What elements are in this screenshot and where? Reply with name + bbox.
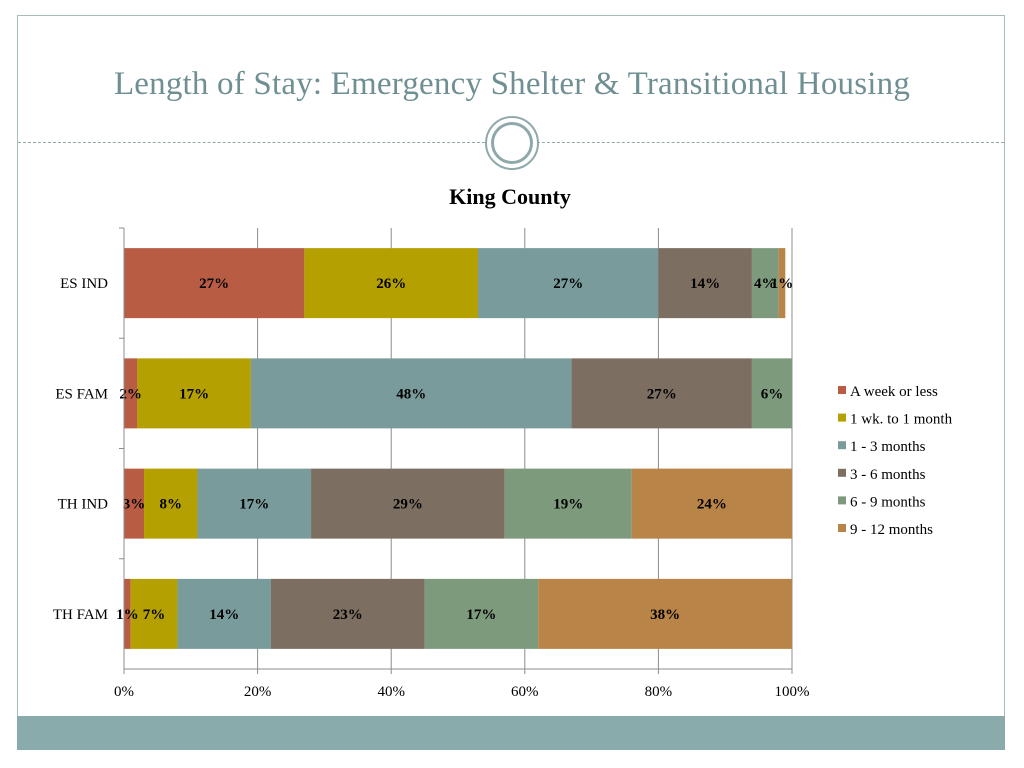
x-tick-label: 100% — [775, 684, 810, 700]
bar-segment — [124, 468, 145, 539]
legend-label: 1 - 3 months — [850, 439, 926, 455]
data-label: 14% — [690, 276, 720, 292]
divider-ring-inner — [491, 122, 533, 164]
slide-title: Length of Stay: Emergency Shelter & Tran… — [113, 66, 911, 102]
legend-label: 1 wk. to 1 month — [850, 412, 953, 428]
x-tick-label: 20% — [244, 684, 272, 700]
data-label: 23% — [333, 607, 363, 623]
data-label: 17% — [179, 386, 209, 402]
data-label: 29% — [393, 497, 423, 513]
bar-segment — [658, 248, 752, 319]
legend-label: 6 - 9 months — [850, 494, 926, 510]
data-label: 3% — [123, 497, 146, 513]
bar-segment — [137, 358, 251, 429]
bar-segment — [751, 248, 779, 319]
bar-segment — [124, 358, 138, 429]
data-label: 48% — [396, 386, 426, 402]
category-label: ES FAM — [55, 386, 108, 402]
data-label: 27% — [647, 386, 677, 402]
x-tick-label: 60% — [511, 684, 539, 700]
data-label: 17% — [239, 497, 269, 513]
data-label: 19% — [553, 497, 583, 513]
data-label: 6% — [761, 386, 784, 402]
bar-segment — [778, 248, 786, 319]
data-label: 27% — [199, 276, 229, 292]
bar-segment — [631, 468, 792, 539]
data-label: 38% — [650, 607, 680, 623]
bar-segment — [270, 578, 425, 649]
bar-segment — [124, 248, 305, 319]
bar-segment — [124, 578, 131, 649]
footer-band — [17, 716, 1005, 750]
x-tick-label: 0% — [114, 684, 134, 700]
legend-swatch — [838, 413, 846, 422]
bar-segment — [751, 358, 792, 429]
bar-segment — [571, 358, 752, 429]
legend-swatch — [838, 524, 846, 532]
bar-segment — [478, 248, 659, 319]
chart-title: King County — [449, 184, 571, 209]
category-label: ES IND — [60, 276, 108, 292]
bar-segment — [538, 578, 792, 649]
bar-segment — [197, 468, 312, 539]
legend: A week or less 1 wk. to 1 month 1 - 3 mont… — [838, 384, 953, 538]
bar-segment — [504, 468, 632, 539]
legend-swatch — [838, 441, 846, 450]
bars — [124, 248, 792, 649]
data-label: 14% — [209, 607, 239, 623]
bar-segment — [304, 248, 479, 319]
bar-segment — [177, 578, 271, 649]
data-label: 26% — [376, 276, 406, 292]
x-tick-label: 80% — [645, 684, 673, 700]
category-label: TH IND — [58, 497, 109, 513]
data-label: 1% — [116, 607, 139, 623]
category-label: TH FAM — [53, 607, 108, 623]
data-label: 17% — [466, 607, 496, 623]
bar-segment — [424, 578, 539, 649]
data-label: 24% — [697, 497, 727, 513]
legend-swatch — [838, 386, 846, 394]
x-tick-label: 40% — [377, 684, 405, 700]
legend-label: A week or less — [850, 384, 938, 400]
data-label: 7% — [143, 607, 166, 623]
bar-segment — [130, 578, 178, 649]
data-label: 27% — [553, 276, 583, 292]
axes: 0% 20% 40% 60% 80% 100% ES IND ES FAM TH IND TH F… — [53, 227, 810, 700]
legend-label: 3 - 6 months — [850, 467, 926, 483]
legend-label: 9 - 12 months — [850, 522, 933, 538]
bar-segment — [311, 468, 505, 539]
data-label: 2% — [119, 386, 142, 402]
legend-swatch — [838, 468, 846, 477]
data-labels: 27% 26% 27% 14% 4%1%2% 17% 48% 27% 6%3% 8% 17% 29% 1… — [116, 276, 793, 623]
data-label: 4% — [754, 276, 777, 292]
bar-segment — [250, 358, 572, 429]
data-label: 8% — [160, 497, 183, 513]
data-label: 1% — [771, 276, 794, 292]
bar-segment — [144, 468, 198, 539]
legend-swatch — [838, 496, 846, 505]
